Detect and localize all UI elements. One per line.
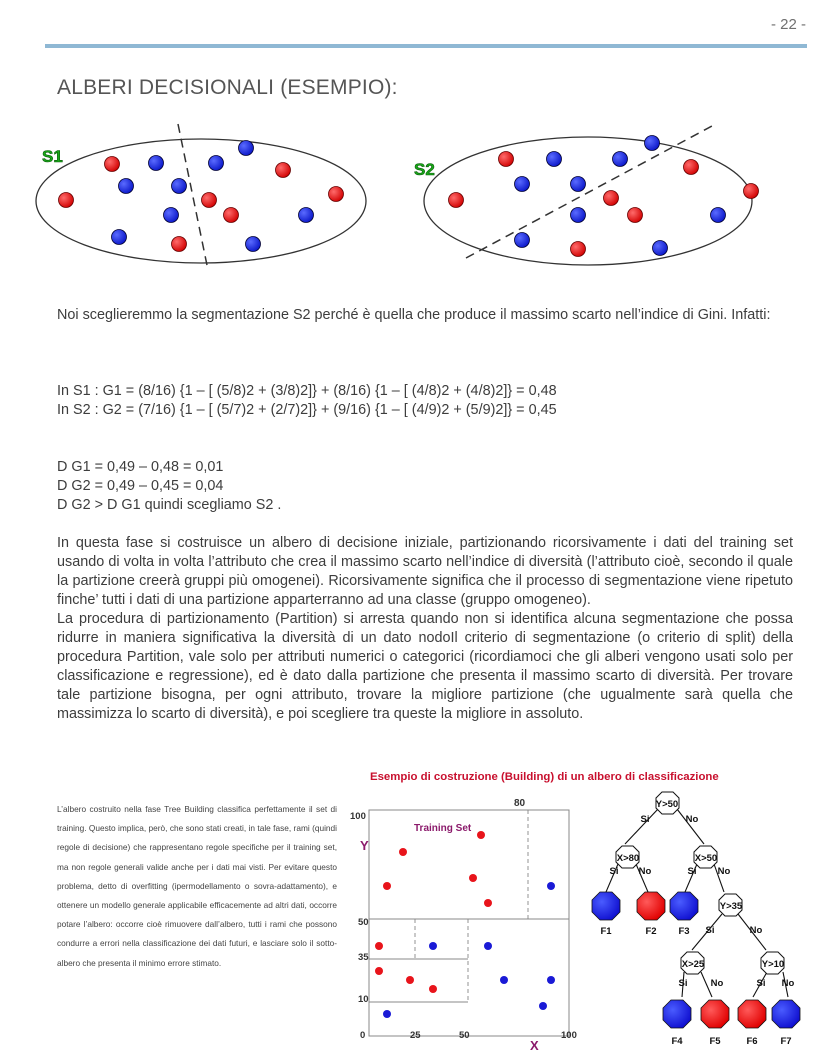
tree-leaves [591, 891, 801, 1029]
node-x25: X>25 [682, 959, 705, 970]
s2-red-points [448, 151, 759, 257]
figure-title: Esempio di costruzione (Building) di un … [370, 771, 719, 783]
leaf-f3: F3 [678, 926, 689, 937]
branch-no-x50: No [718, 866, 731, 877]
s2-ellipse [423, 136, 753, 266]
branch-si-root: Si [641, 814, 650, 825]
intro-text: Noi sceglieremmo la segmentazione S2 per… [57, 307, 771, 323]
branch-si-x25: Si [679, 978, 688, 989]
x-tick-100: 100 [561, 1030, 577, 1041]
leaf-f5: F5 [709, 1036, 721, 1047]
gini-formulas: In S1 : G1 = (8/16) {1 – [ (5/8)2 + (3/8… [57, 382, 793, 420]
branch-si-y35: Si [706, 925, 715, 936]
x-tick-0: 0 [360, 1030, 365, 1041]
training-blue-points [383, 882, 555, 1018]
x-tick-top: 80 [514, 798, 526, 809]
leaf-f6: F6 [746, 1036, 757, 1047]
node-x50: X>50 [695, 853, 717, 864]
s2-split-line [465, 125, 713, 259]
delta-comparison: D G2 > D G1 quindi scegliamo S2 . [57, 497, 282, 513]
page-number: - 22 - [770, 16, 806, 33]
branch-no-y35: No [750, 925, 763, 936]
paragraph-tree-building: In questa fase si costruisce un albero d… [57, 534, 793, 724]
s1-red-points [58, 156, 344, 252]
s2-blue-points [514, 135, 726, 256]
x-tick-50: 50 [459, 1030, 470, 1041]
s1-label: S1 [42, 147, 63, 166]
branch-no-x80: No [639, 866, 652, 877]
branch-si-x50: Si [688, 866, 697, 877]
training-set-label: Training Set [414, 823, 472, 834]
tree-building-figure: Esempio di costruzione (Building) di un … [350, 771, 801, 1052]
y-tick-50: 50 [358, 917, 369, 928]
branch-si-x80: Si [610, 866, 619, 877]
paragraph-1: In questa fase si costruisce un albero d… [57, 535, 793, 608]
leaf-f2: F2 [645, 926, 656, 937]
formula-s2: In S2 : G2 = (7/16) {1 – [ (5/7)2 + (2/7… [57, 402, 557, 418]
header-rule [45, 44, 807, 48]
training-red-points [375, 831, 492, 993]
training-set-plot-frame [368, 809, 570, 1037]
leaf-f7: F7 [780, 1036, 791, 1047]
branch-si-y10: Si [757, 978, 766, 989]
delta-g2: D G2 = 0,49 – 0,45 = 0,04 [57, 478, 224, 494]
s2-label: S2 [414, 160, 435, 179]
x-tick-25: 25 [410, 1030, 421, 1041]
segmentation-figure: S1 S2 [35, 123, 759, 271]
branch-no-x25: No [711, 978, 724, 989]
leaf-f4: F4 [671, 1036, 683, 1047]
s1-blue-points [111, 140, 314, 252]
tree-edges [605, 808, 789, 998]
gini-deltas: D G1 = 0,49 – 0,48 = 0,01 D G2 = 0,49 – … [57, 458, 793, 515]
branch-no-root: No [686, 814, 699, 825]
delta-g1: D G1 = 0,49 – 0,48 = 0,01 [57, 459, 224, 475]
y-axis-label: Y [360, 838, 369, 853]
branch-no-y10: No [782, 978, 795, 989]
node-root: Y>50 [656, 799, 678, 810]
tree-decision-nodes [615, 791, 785, 975]
y-tick-100: 100 [350, 811, 366, 822]
node-x80: X>80 [617, 853, 639, 864]
s1-split-line [177, 123, 209, 271]
node-y35: Y>35 [720, 901, 743, 912]
partition-lines [369, 810, 569, 1003]
formula-s1: In S1 : G1 = (8/16) {1 – [ (5/8)2 + (3/8… [57, 383, 557, 399]
leaf-f1: F1 [600, 926, 612, 937]
page-title: ALBERI DECISIONALI (ESEMPIO): [57, 76, 398, 99]
x-axis-label: X [530, 1038, 539, 1052]
s1-ellipse [35, 138, 367, 264]
y-tick-35: 35 [358, 952, 369, 963]
paragraph-2: La procedura di partizionamento (Partiti… [57, 611, 793, 722]
node-y10: Y>10 [762, 959, 784, 970]
pruning-side-text: L’albero costruito nella fase Tree Build… [57, 804, 337, 968]
y-tick-10: 10 [358, 994, 369, 1005]
